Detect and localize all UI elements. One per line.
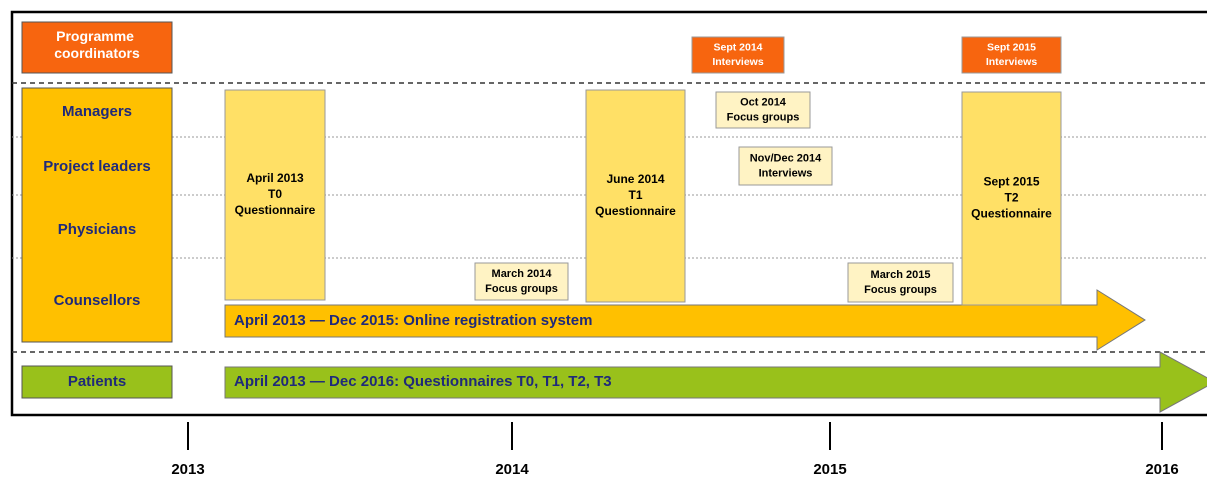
event-label: Interviews [986, 56, 1038, 68]
event-label: Focus groups [727, 111, 800, 123]
event-label: April 2013 [246, 171, 304, 185]
event-label: March 2015 [871, 269, 931, 281]
row-label: Patients [68, 373, 126, 390]
event-box [715, 91, 811, 129]
event-box [738, 146, 833, 186]
year-label: 2016 [1145, 461, 1178, 478]
row-label: Programme coordinators [54, 28, 140, 61]
year-label: 2014 [495, 461, 529, 478]
event-label: Interviews [712, 56, 764, 68]
year-label: 2013 [171, 461, 204, 478]
event-box [585, 89, 686, 303]
event-label: March 2014 [492, 268, 553, 280]
event-label: Nov/Dec 2014 [750, 152, 822, 164]
event-label: Oct 2014 [740, 96, 787, 108]
event-label: Sept 2014 [713, 42, 762, 54]
event-label: Sept 2015 [983, 175, 1039, 189]
row-box [21, 87, 173, 343]
event-box [847, 262, 954, 303]
event-label: T1 [628, 188, 642, 202]
event-label: T0 [268, 187, 282, 201]
event-box [961, 91, 1062, 306]
axis-ticks [187, 422, 1163, 450]
event-box [961, 36, 1062, 74]
event-box [224, 89, 326, 301]
arrow [224, 351, 1207, 413]
row-label: Project leaders [43, 158, 151, 175]
arrow-label: April 2013 — Dec 2016: Questionnaires T0… [234, 373, 612, 390]
event-label: June 2014 [606, 172, 664, 186]
event-label: Questionnaire [595, 204, 676, 218]
row-box [21, 21, 173, 74]
event-label: Questionnaire [971, 207, 1052, 221]
event-label: Sept 2015 [987, 42, 1036, 54]
arrow [224, 289, 1146, 351]
row-label: Counsellors [54, 292, 141, 309]
row-box [21, 365, 173, 399]
row-label: Managers [62, 103, 132, 120]
event-label: Focus groups [485, 283, 558, 295]
event-box [691, 36, 785, 74]
event-label: T2 [1004, 191, 1018, 205]
event-label: Focus groups [864, 284, 937, 296]
event-label: Interviews [759, 167, 813, 179]
event-label: Questionnaire [235, 203, 316, 217]
year-label: 2015 [813, 461, 846, 478]
event-box [474, 262, 569, 301]
row-label: Physicians [58, 221, 136, 238]
arrow-label: April 2013 — Dec 2015: Online registrati… [234, 312, 592, 329]
